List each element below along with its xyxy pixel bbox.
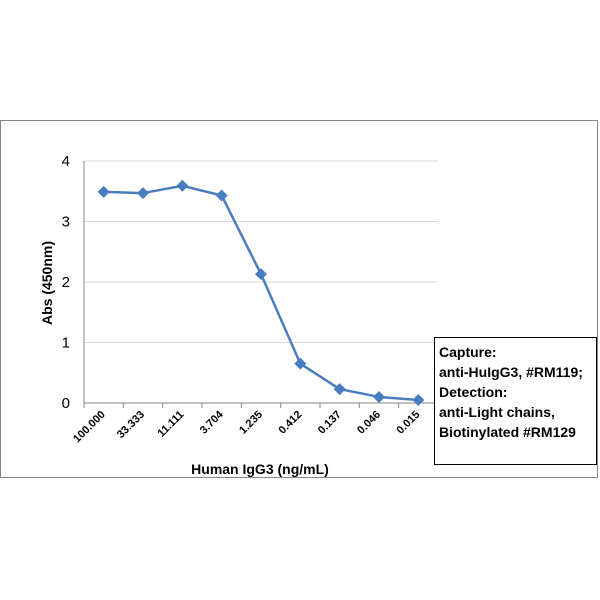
x-tick-label: 0.137 — [316, 409, 344, 437]
data-point-marker — [412, 393, 425, 406]
data-point-marker — [215, 189, 228, 202]
series-line — [103, 184, 419, 402]
data-point-marker — [255, 268, 267, 281]
gridlines — [84, 160, 438, 343]
x-tick-label: 3.704 — [198, 408, 227, 437]
x-tick-label: 0.015 — [395, 409, 423, 437]
y-tick-label: 2 — [62, 274, 70, 291]
x-tick-label: 33.333 — [115, 409, 147, 441]
legend-line: Capture: — [439, 344, 497, 360]
x-tick-label: 100.000 — [71, 409, 108, 446]
chart-area: 0 1 2 3 4 100.000 33.333 11.111 3.704 1.235 0.412… — [0, 120, 598, 478]
y-tick-label: 1 — [62, 335, 70, 352]
x-tick-label: 11.111 — [155, 409, 186, 440]
legend-line: anti-Light chains, — [439, 404, 555, 420]
x-tick-label: 0.046 — [355, 409, 383, 437]
y-tick-label: 4 — [62, 153, 70, 170]
y-tick-label: 0 — [62, 395, 70, 412]
data-point-marker — [333, 383, 346, 396]
legend-line: Detection: — [439, 384, 508, 400]
legend-line: Biotinylated #RM129 — [439, 424, 576, 440]
legend: Capture: anti-HuIgG3, #RM119; Detection:… — [434, 337, 597, 465]
x-tick-labels: 100.000 33.333 11.111 3.704 1.235 0.412 0.137 0… — [71, 408, 422, 445]
legend-line: anti-HuIgG3, #RM119; — [439, 364, 583, 380]
x-axis-title: Human IgG3 (ng/mL) — [191, 461, 329, 477]
data-point-marker — [373, 390, 385, 403]
data-point-marker — [294, 357, 307, 370]
y-axis-title: Abs (450nm) — [39, 241, 55, 325]
x-tick-label: 1.235 — [237, 409, 265, 437]
data-point-marker — [176, 179, 189, 192]
data-point-marker — [97, 185, 110, 198]
y-tick-labels: 0 1 2 3 4 — [62, 153, 70, 412]
data-point-marker — [137, 187, 149, 200]
axes — [83, 161, 439, 408]
x-tick-label: 0.412 — [277, 409, 305, 437]
data-series — [97, 179, 425, 406]
y-tick-label: 3 — [62, 214, 70, 231]
line-chart: 0 1 2 3 4 100.000 33.333 11.111 3.704 1.235 0.412… — [39, 153, 439, 477]
